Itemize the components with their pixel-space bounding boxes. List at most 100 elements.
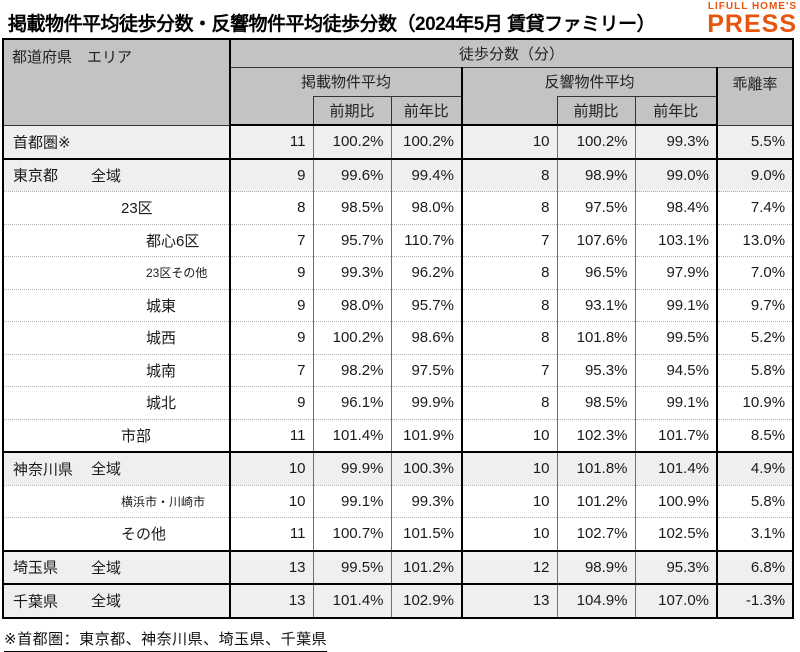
response-minutes: 13 [462, 583, 558, 619]
response-minutes: 7 [462, 353, 558, 387]
response-group-header: 反響物件平均 [461, 66, 718, 96]
row-label-cell: 神奈川県 全域 [2, 451, 231, 485]
response-prev-ratio: 96.5% [557, 256, 636, 289]
row-label-cell: 首都圏※ [2, 124, 231, 159]
response-yoy-ratio: 101.7% [635, 418, 718, 452]
listed-minutes: 9 [230, 321, 314, 354]
deviation-header: 乖離率 [716, 66, 795, 126]
listed-prev-ratio: 95.7% [313, 223, 392, 257]
row-label-cell: 千葉県 全域 [2, 583, 231, 619]
area-label: 城東 [146, 297, 177, 315]
response-prev-ratio: 107.6% [557, 223, 636, 257]
deviation-rate: 5.5% [717, 124, 795, 159]
listed-prev-ratio: 100.7% [313, 517, 392, 551]
response-yoy-ratio: 97.9% [635, 256, 718, 289]
listed-prev-ratio: 99.5% [313, 549, 392, 584]
deviation-rate: 5.8% [717, 353, 795, 387]
listed-group-header: 掲載物件平均 [229, 66, 463, 96]
listed-minutes: 9 [230, 256, 314, 289]
prefecture-label: 埼玉県 [13, 559, 59, 577]
listed-prev-ratio: 99.6% [313, 157, 392, 192]
lifull-homes-press-logo[interactable]: LIFULL HOME'S PRESS [707, 0, 800, 37]
area-label: 市部 [121, 427, 152, 445]
listed-prev-ratio: 100.2% [313, 321, 392, 354]
response-prev-ratio: 101.2% [557, 484, 636, 518]
listed-minutes: 7 [230, 353, 314, 387]
listed-minutes: 9 [230, 288, 314, 322]
listed-yoy-ratio: 99.4% [391, 157, 463, 192]
listed-prev-ratio: 101.4% [313, 583, 392, 619]
row-label-cell: 横浜市・川崎市 [2, 484, 231, 518]
response-minutes: 12 [462, 549, 558, 584]
listed-prev-ratio: 99.3% [313, 256, 392, 289]
response-prev-ratio: 101.8% [557, 321, 636, 354]
listed-yoy-ratio: 96.2% [391, 256, 463, 289]
row-label-cell: 城北 [2, 386, 231, 419]
response-yoy-ratio: 99.0% [635, 157, 718, 192]
footnote: ※首都圏：東京都、神奈川県、埼玉県、千葉県 [4, 630, 328, 652]
response-prev-ratio: 102.7% [557, 517, 636, 551]
area-label: 全域 [91, 559, 122, 577]
listed-prev-ratio: 99.9% [313, 451, 392, 485]
listed-yoy-ratio: 98.0% [391, 191, 463, 224]
prefecture-label: 千葉県 [13, 593, 59, 611]
listed-prev-ratio: 101.4% [313, 418, 392, 452]
area-label: 全域 [91, 461, 122, 479]
response-minutes: 8 [462, 157, 558, 192]
response-minutes: 8 [462, 321, 558, 354]
deviation-rate: 9.0% [717, 157, 795, 192]
deviation-rate: 10.9% [717, 386, 795, 419]
response-yoy-ratio: 99.1% [635, 386, 718, 419]
response-prev-ratio: 100.2% [557, 124, 636, 159]
listed-prev-ratio: 100.2% [313, 124, 392, 159]
row-label-cell: 城東 [2, 288, 231, 322]
row-label-cell: 城南 [2, 353, 231, 387]
response-minutes: 10 [462, 517, 558, 551]
listed-yoy-ratio: 100.3% [391, 451, 463, 485]
row-label-cell: 23区その他 [2, 256, 231, 289]
listed-minutes: 11 [230, 418, 314, 452]
response-minutes-spacer [461, 96, 558, 126]
listed-yoy-ratio: 98.6% [391, 321, 463, 354]
listed-prev-ratio: 99.1% [313, 484, 392, 518]
area-label: その他 [121, 526, 167, 544]
area-label: 23区 [121, 200, 153, 218]
listed-minutes: 8 [230, 191, 314, 224]
response-prev-ratio: 102.3% [557, 418, 636, 452]
prefecture-label: 首都圏※ [13, 134, 71, 151]
listed-yoy-ratio: 110.7% [391, 223, 463, 257]
listed-prev-ratio: 98.0% [313, 288, 392, 322]
listed-prev-ratio: 96.1% [313, 386, 392, 419]
listed-yoy-ratio: 101.5% [391, 517, 463, 551]
listed-yoy-ratio: 101.2% [391, 549, 463, 584]
walking-minutes-table: 都道府県 エリア 徒歩分数（分） 掲載物件平均 反響物件平均 乖離率 前期比 前… [2, 38, 795, 619]
logo-line1: LIFULL HOME'S [707, 1, 797, 12]
response-yoy-ratio: 99.3% [635, 124, 718, 159]
title-bar: 掲載物件平均徒歩分数・反響物件平均徒歩分数（2024年5月 賃貸ファミリー） L… [0, 0, 800, 38]
listed-yoy-ratio: 97.5% [391, 353, 463, 387]
table-body: 首都圏※ 11 100.2% 100.2% 10 100.2% 99.3% 5.5% 東京都 全域… [2, 124, 795, 619]
listed-minutes: 11 [230, 124, 314, 159]
response-yoy-ratio: 102.5% [635, 517, 718, 551]
response-minutes: 8 [462, 288, 558, 322]
response-minutes: 10 [462, 484, 558, 518]
response-yoy-header: 前年比 [634, 95, 718, 126]
response-yoy-ratio: 95.3% [635, 549, 718, 584]
deviation-rate: 3.1% [717, 517, 795, 551]
response-minutes: 7 [462, 223, 558, 257]
response-prev-ratio: 95.3% [557, 353, 636, 387]
listed-minutes: 13 [230, 549, 314, 584]
response-minutes: 8 [462, 191, 558, 224]
response-minutes: 10 [462, 124, 558, 159]
response-prev-ratio: 97.5% [557, 191, 636, 224]
response-yoy-ratio: 103.1% [635, 223, 718, 257]
response-yoy-ratio: 99.5% [635, 321, 718, 354]
prefecture-label: 神奈川県 [13, 461, 74, 479]
response-prev-ratio: 98.9% [557, 157, 636, 192]
deviation-rate: 6.8% [717, 549, 795, 584]
response-prev-ratio: 98.9% [557, 549, 636, 584]
listed-yoy-ratio: 99.3% [391, 484, 463, 518]
listed-prev-ratio: 98.5% [313, 191, 392, 224]
response-prev-header: 前期比 [556, 95, 636, 126]
logo-line2: PRESS [707, 10, 797, 38]
